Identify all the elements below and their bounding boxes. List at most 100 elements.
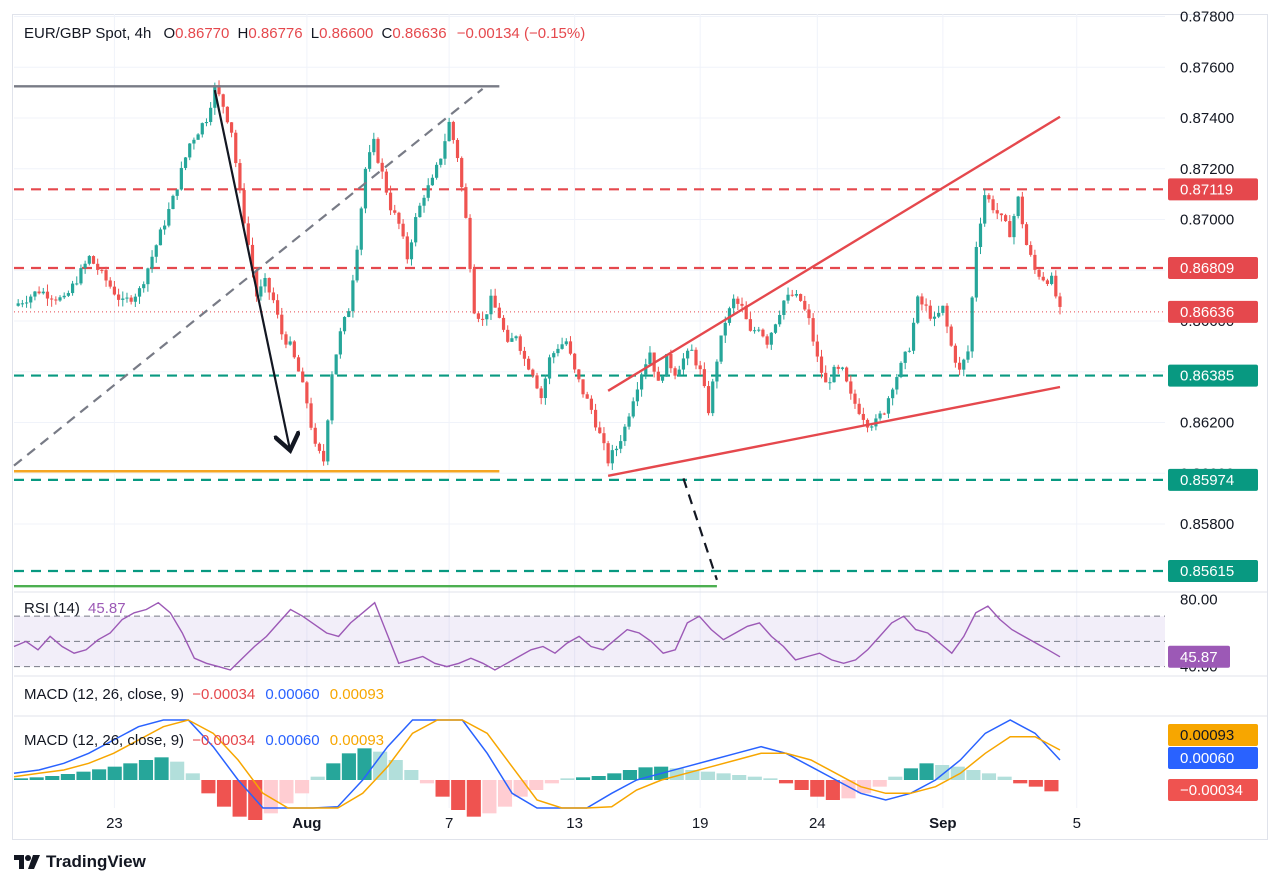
candle[interactable] <box>606 443 610 464</box>
candle[interactable] <box>409 242 414 260</box>
candle[interactable] <box>978 223 983 248</box>
candle[interactable] <box>1050 275 1054 284</box>
candle[interactable] <box>568 341 573 354</box>
candle[interactable] <box>359 208 363 250</box>
candle[interactable] <box>1004 215 1008 222</box>
candle[interactable] <box>690 349 694 351</box>
candle[interactable] <box>631 401 635 417</box>
candle[interactable] <box>179 167 183 190</box>
candle[interactable] <box>1037 269 1041 277</box>
candle[interactable] <box>953 345 957 363</box>
trend-line-wedge-lower[interactable] <box>607 385 1061 477</box>
candle[interactable] <box>798 294 803 301</box>
candle[interactable] <box>627 416 631 427</box>
candle[interactable] <box>995 210 999 214</box>
candle[interactable] <box>301 371 305 383</box>
candle[interactable] <box>932 316 937 319</box>
candle[interactable] <box>108 280 112 287</box>
candle[interactable] <box>288 341 292 345</box>
candle[interactable] <box>732 298 736 309</box>
candle[interactable] <box>1029 245 1033 255</box>
candle[interactable] <box>209 107 213 123</box>
candle[interactable] <box>317 443 322 451</box>
candle[interactable] <box>66 293 70 296</box>
candle[interactable] <box>497 307 501 318</box>
candle[interactable] <box>819 356 824 373</box>
candle[interactable] <box>506 329 510 342</box>
candle[interactable] <box>660 376 665 381</box>
candle[interactable] <box>1024 224 1029 246</box>
candle[interactable] <box>183 157 188 168</box>
candle[interactable] <box>221 94 225 107</box>
candle[interactable] <box>882 413 886 415</box>
candle[interactable] <box>414 217 418 243</box>
candle[interactable] <box>585 394 589 399</box>
candle[interactable] <box>828 382 832 384</box>
candle[interactable] <box>41 291 45 294</box>
candle[interactable] <box>146 268 150 285</box>
candle[interactable] <box>535 375 539 389</box>
candle[interactable] <box>24 302 29 304</box>
candle[interactable] <box>740 303 744 306</box>
candle[interactable] <box>29 296 33 303</box>
candle[interactable] <box>824 372 828 383</box>
candle[interactable] <box>619 441 623 449</box>
candle[interactable] <box>1058 296 1062 307</box>
candle[interactable] <box>702 369 706 387</box>
candle[interactable] <box>175 189 179 196</box>
candle[interactable] <box>309 403 313 428</box>
candle[interactable] <box>552 353 556 358</box>
candle[interactable] <box>547 357 552 379</box>
candle[interactable] <box>238 163 242 191</box>
candle[interactable] <box>773 324 778 333</box>
candle[interactable] <box>83 263 87 269</box>
candle[interactable] <box>669 354 673 369</box>
candle[interactable] <box>79 268 83 284</box>
candle[interactable] <box>769 332 773 345</box>
candle[interactable] <box>686 350 690 359</box>
candle[interactable] <box>807 309 811 319</box>
candle[interactable] <box>518 336 522 351</box>
candle[interactable] <box>125 297 129 299</box>
rsi-line[interactable] <box>13 601 1061 671</box>
candle[interactable] <box>70 283 75 294</box>
candle[interactable] <box>229 122 234 133</box>
candle[interactable] <box>840 367 845 369</box>
candle[interactable] <box>225 106 229 123</box>
candle[interactable] <box>489 295 493 315</box>
candle[interactable] <box>677 369 681 376</box>
candle[interactable] <box>1020 196 1024 225</box>
candle[interactable] <box>761 329 765 337</box>
candle[interactable] <box>275 300 280 315</box>
candle[interactable] <box>54 299 58 301</box>
candle[interactable] <box>878 413 882 419</box>
candle[interactable] <box>648 352 652 365</box>
candle[interactable] <box>903 351 907 363</box>
candle[interactable] <box>20 303 24 305</box>
candle[interactable] <box>342 316 347 332</box>
candle[interactable] <box>853 393 857 404</box>
candle[interactable] <box>765 336 769 345</box>
candle[interactable] <box>1041 276 1045 281</box>
candle[interactable] <box>451 121 455 140</box>
candle[interactable] <box>280 314 284 335</box>
candle[interactable] <box>50 298 54 300</box>
candle[interactable] <box>949 326 953 346</box>
candle[interactable] <box>803 300 807 310</box>
candle[interactable] <box>405 236 409 260</box>
candle[interactable] <box>811 318 815 342</box>
candle[interactable] <box>928 305 932 319</box>
candle[interactable] <box>744 305 748 320</box>
candle[interactable] <box>271 292 276 301</box>
candle[interactable] <box>58 297 62 301</box>
candle[interactable] <box>593 409 598 428</box>
candle[interactable] <box>698 365 702 370</box>
candle[interactable] <box>213 85 217 108</box>
candle[interactable] <box>142 284 146 289</box>
candle[interactable] <box>891 389 895 399</box>
candle[interactable] <box>96 263 100 270</box>
candle[interactable] <box>91 256 96 264</box>
candle[interactable] <box>1054 275 1058 297</box>
candle[interactable] <box>962 359 966 370</box>
candle[interactable] <box>706 386 711 414</box>
